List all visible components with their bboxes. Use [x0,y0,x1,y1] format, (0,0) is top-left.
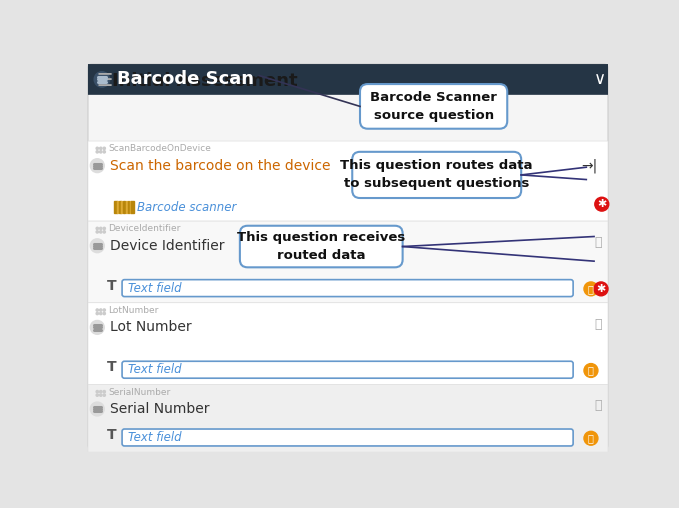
Text: ✱: ✱ [597,199,606,209]
Text: ☰: ☰ [96,72,113,90]
Text: →|: →| [581,158,598,173]
Text: ScanBarcodeOnDevice: ScanBarcodeOnDevice [108,144,211,153]
Text: Barcode Scanner
source question: Barcode Scanner source question [370,91,497,122]
Text: 🔗: 🔗 [594,318,602,331]
Circle shape [100,151,102,153]
Circle shape [96,147,98,149]
Text: Barcode Scan: Barcode Scan [117,71,255,88]
Circle shape [90,158,105,173]
Text: 🔒: 🔒 [588,365,594,375]
Bar [126,201,127,213]
Circle shape [96,231,98,233]
Text: 🔗: 🔗 [594,399,602,412]
Text: Text field: Text field [128,281,182,295]
Circle shape [100,227,102,230]
Text: This question receives
routed data: This question receives routed data [237,231,405,262]
Circle shape [96,309,98,311]
Circle shape [100,391,102,393]
Text: This question routes data
to subsequent questions: This question routes data to subsequent … [340,160,533,190]
FancyBboxPatch shape [122,279,573,297]
FancyBboxPatch shape [88,303,608,385]
Text: T: T [107,360,117,374]
Text: SerialNumber: SerialNumber [108,388,170,397]
Text: 🔒: 🔒 [588,284,594,294]
Circle shape [90,321,105,334]
Text: DeviceIdentifier: DeviceIdentifier [108,225,181,233]
Text: 🔗: 🔗 [594,236,602,249]
Bar [119,201,121,213]
Circle shape [595,197,609,211]
Text: Barcode scanner: Barcode scanner [136,201,236,214]
Circle shape [594,282,608,296]
Circle shape [584,431,598,445]
Text: ✱: ✱ [596,284,606,294]
FancyBboxPatch shape [88,221,608,303]
FancyBboxPatch shape [240,226,403,267]
FancyBboxPatch shape [122,361,573,378]
Circle shape [96,151,98,153]
Text: LotNumber: LotNumber [108,306,158,315]
FancyBboxPatch shape [360,84,507,129]
Text: Text field: Text field [128,431,182,444]
Circle shape [100,309,102,311]
Circle shape [103,147,105,149]
Circle shape [100,147,102,149]
Bar [117,201,118,213]
Text: Serial Number: Serial Number [110,402,209,416]
Circle shape [100,231,102,233]
Text: Initial Assessment: Initial Assessment [112,72,297,90]
Text: 🔒: 🔒 [588,433,594,443]
Circle shape [90,402,105,416]
Circle shape [103,394,105,396]
Text: Scan the barcode on the device: Scan the barcode on the device [110,158,330,173]
Circle shape [96,227,98,230]
Circle shape [584,282,598,296]
Circle shape [103,227,105,230]
FancyBboxPatch shape [352,152,521,198]
Circle shape [103,312,105,314]
Circle shape [96,312,98,314]
Bar [128,201,129,213]
FancyBboxPatch shape [88,64,608,95]
Text: ∨: ∨ [593,71,606,88]
Circle shape [584,364,598,377]
FancyBboxPatch shape [88,385,608,452]
Bar [114,201,117,213]
Text: T: T [107,279,117,293]
Circle shape [103,391,105,393]
Text: T: T [107,428,117,442]
Bar [131,201,134,213]
Circle shape [94,72,110,87]
Circle shape [103,231,105,233]
Circle shape [96,391,98,393]
Circle shape [100,312,102,314]
Circle shape [103,309,105,311]
Text: Lot Number: Lot Number [110,321,191,334]
Circle shape [100,394,102,396]
Circle shape [103,151,105,153]
Circle shape [96,394,98,396]
Text: Device Identifier: Device Identifier [110,239,224,253]
Circle shape [90,239,105,252]
FancyBboxPatch shape [88,141,608,221]
FancyBboxPatch shape [88,64,608,449]
Text: Text field: Text field [128,363,182,376]
Bar [123,201,125,213]
FancyBboxPatch shape [122,429,573,446]
